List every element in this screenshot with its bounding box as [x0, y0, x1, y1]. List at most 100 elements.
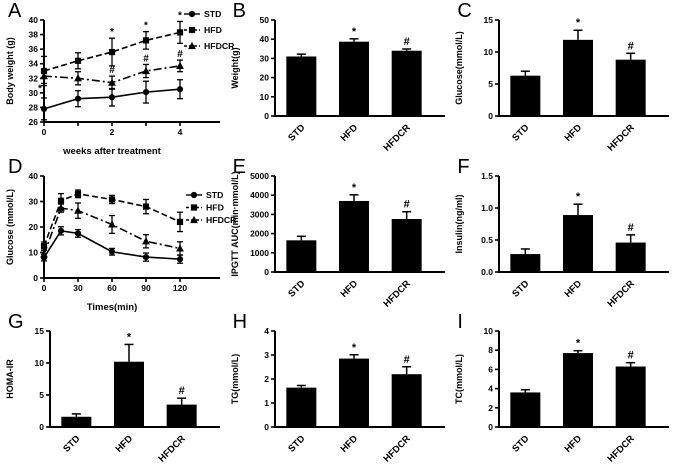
svg-text:#: #	[109, 65, 115, 76]
panel-C: C 0 5 10 15 Glucose(mmol/L) STD * HFD # HFDCR	[449, 0, 674, 156]
svg-text:HFDCR: HFDCR	[606, 278, 637, 309]
svg-text:HFD: HFD	[338, 122, 360, 144]
svg-text:#: #	[628, 40, 634, 52]
svg-text:15: 15	[35, 326, 45, 336]
svg-text:Glucose (mmol/L): Glucose (mmol/L)	[5, 189, 15, 265]
panel-A: A 26 28 30 32 34 36 38 40 Body weight (g) 0 2 4 week…	[0, 0, 235, 157]
svg-text:HFDCR: HFDCR	[381, 278, 412, 309]
svg-text:36: 36	[29, 44, 39, 54]
svg-text:HFDCR: HFDCR	[206, 215, 237, 225]
svg-text:Weight(g): Weight(g)	[230, 47, 240, 88]
svg-text:20: 20	[29, 222, 39, 232]
svg-text:HFDCR: HFDCR	[204, 41, 235, 51]
svg-text:#: #	[628, 350, 634, 362]
chart-insulin-bar: 0.0 0.5 1.0 1.5 Insulin(ng/ml) STD * HFD # HFDCR	[454, 171, 670, 309]
svg-text:HFD: HFD	[563, 122, 585, 144]
svg-text:*: *	[144, 21, 148, 32]
svg-text:*: *	[127, 332, 132, 344]
svg-text:#: #	[143, 53, 149, 64]
svg-text:HFD: HFD	[563, 278, 585, 300]
svg-text:8: 8	[489, 346, 494, 356]
svg-text:4000: 4000	[250, 190, 269, 200]
svg-text:HFDCR: HFDCR	[156, 434, 187, 465]
chart-weight-bar: 0 10 20 30 40 50 Weight(g) STD * HFD # HFDCR	[230, 15, 445, 154]
svg-text:15: 15	[484, 15, 494, 25]
svg-text:STD: STD	[286, 122, 307, 143]
svg-text:20: 20	[259, 73, 269, 83]
svg-text:90: 90	[141, 283, 151, 293]
svg-text:40: 40	[29, 15, 39, 25]
svg-text:Insulin(ng/ml): Insulin(ng/ml)	[454, 194, 464, 253]
svg-text:TG(mmol/L): TG(mmol/L)	[230, 354, 240, 405]
svg-text:STD: STD	[286, 278, 307, 299]
svg-text:STD: STD	[61, 434, 82, 455]
svg-text:5: 5	[39, 390, 44, 400]
svg-text:STD: STD	[511, 122, 532, 143]
svg-text:120: 120	[173, 283, 187, 293]
panel-letter-A: A	[8, 0, 22, 22]
svg-text:30: 30	[29, 196, 39, 206]
svg-text:10: 10	[259, 92, 269, 102]
svg-text:10: 10	[484, 47, 494, 57]
svg-text:0: 0	[42, 283, 47, 293]
svg-text:*: *	[576, 191, 581, 203]
svg-text:Body weight (g): Body weight (g)	[5, 37, 15, 105]
svg-text:4: 4	[178, 127, 183, 137]
panel-E: E 0 1000 2000 3000 4000 5000 IPGTT AUC(min·mmo…	[225, 156, 450, 312]
svg-text:26: 26	[29, 117, 39, 127]
svg-text:*: *	[178, 10, 182, 21]
svg-text:HFDCR: HFDCR	[381, 122, 412, 153]
svg-text:0: 0	[489, 111, 494, 121]
svg-text:TC(mmol/L): TC(mmol/L)	[454, 354, 464, 404]
svg-text:#: #	[628, 222, 634, 234]
svg-text:2: 2	[264, 374, 269, 384]
svg-text:1.5: 1.5	[482, 171, 494, 181]
svg-text:3: 3	[264, 350, 269, 360]
panel-letter-G: G	[8, 311, 24, 334]
svg-text:1.0: 1.0	[482, 203, 494, 213]
svg-text:STD: STD	[286, 434, 307, 455]
svg-text:6: 6	[489, 365, 494, 375]
svg-text:40: 40	[259, 34, 269, 44]
svg-text:0.0: 0.0	[482, 267, 494, 277]
svg-text:30: 30	[29, 88, 39, 98]
panel-H: H 0 1 2 3 4 TG(mmol/L) STD * HFD # HFDCR	[225, 311, 450, 467]
svg-text:3000: 3000	[250, 209, 269, 219]
svg-text:5: 5	[489, 79, 494, 89]
svg-text:38: 38	[29, 30, 39, 40]
panel-letter-E: E	[232, 155, 246, 178]
svg-text:#: #	[403, 36, 409, 48]
svg-text:Times(min): Times(min)	[87, 302, 138, 313]
svg-text:2000: 2000	[250, 228, 269, 238]
svg-text:1000: 1000	[250, 247, 269, 257]
chart-homa-ir-bar: 0 5 10 15 HOMA-IR STD * HFD # HFDCR	[5, 326, 220, 465]
svg-text:HFD: HFD	[114, 434, 136, 456]
svg-text:*: *	[352, 181, 357, 193]
svg-text:HFDCR: HFDCR	[606, 122, 637, 153]
svg-text:34: 34	[29, 59, 39, 69]
svg-text:HFD: HFD	[563, 434, 585, 456]
svg-text:#: #	[179, 386, 185, 398]
svg-text:IPGTT AUC(min·mmol/L): IPGTT AUC(min·mmol/L)	[230, 171, 240, 276]
svg-text:Glucose(mmol/L): Glucose(mmol/L)	[454, 31, 464, 105]
svg-text:#: #	[403, 354, 409, 366]
chart-ipgtt-line: 0 10 20 30 40 Glucose (mmol/L) 0 30 60 90 120 Times…	[5, 171, 237, 313]
svg-text:60: 60	[107, 283, 117, 293]
svg-text:HFDCR: HFDCR	[381, 434, 412, 465]
svg-text:*: *	[38, 83, 42, 94]
chart-glucose-bar: 0 5 10 15 Glucose(mmol/L) STD * HFD # HFDCR	[454, 15, 670, 154]
panel-letter-D: D	[8, 155, 23, 178]
svg-text:weeks after treatment: weeks after treatment	[62, 146, 162, 157]
chart-tg-bar: 0 1 2 3 4 TG(mmol/L) STD * HFD # HFDCR	[230, 326, 445, 465]
svg-text:30: 30	[73, 283, 83, 293]
svg-text:10: 10	[29, 247, 39, 257]
svg-text:0: 0	[264, 422, 269, 432]
panel-letter-B: B	[232, 0, 246, 22]
svg-text:HFD: HFD	[206, 202, 224, 212]
svg-text:40: 40	[29, 171, 39, 181]
svg-text:STD: STD	[204, 9, 221, 19]
svg-text:10: 10	[35, 358, 45, 368]
chart-body-weight-line: 26 28 30 32 34 36 38 40 Body weight (g) 0 2 4 weeks …	[5, 9, 235, 157]
svg-text:STD: STD	[511, 278, 532, 299]
